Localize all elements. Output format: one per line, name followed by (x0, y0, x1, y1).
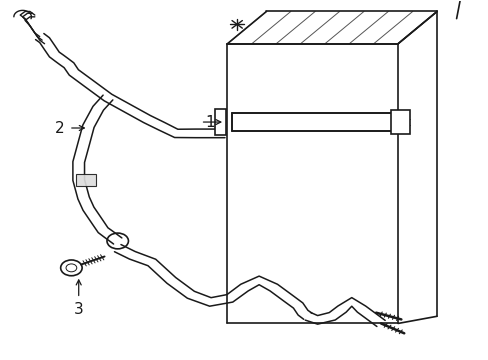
Text: 2: 2 (54, 121, 64, 135)
Bar (390, 111, 409, 134)
Bar (76, 174, 96, 186)
Bar (215, 109, 225, 135)
Text: 3: 3 (74, 302, 83, 317)
Text: 1: 1 (205, 114, 215, 130)
